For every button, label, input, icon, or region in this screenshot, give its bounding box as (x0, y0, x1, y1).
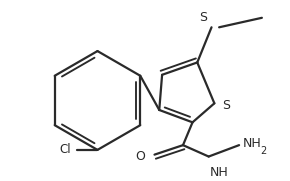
Text: S: S (199, 11, 207, 24)
Text: NH: NH (210, 166, 228, 179)
Text: Cl: Cl (59, 143, 71, 156)
Text: NH: NH (243, 137, 262, 150)
Text: 2: 2 (260, 146, 266, 156)
Text: O: O (135, 150, 145, 163)
Text: S: S (222, 99, 230, 112)
